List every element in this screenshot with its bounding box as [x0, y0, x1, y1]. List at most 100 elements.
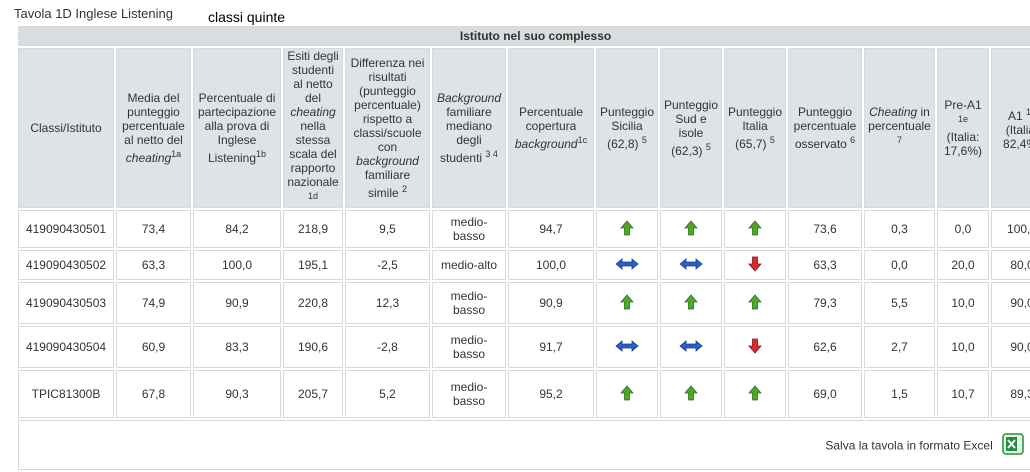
- cell-italia: [724, 370, 786, 418]
- cell-copertura: 100,0: [508, 250, 594, 280]
- arrow-up-icon: [684, 293, 698, 313]
- cell-partecipazione: 90,3: [193, 370, 281, 418]
- arrow-up-icon: [620, 384, 634, 404]
- cell-differenza: 5,2: [345, 370, 430, 418]
- column-header-9: Punteggio Italia (65,7) 5: [724, 48, 786, 208]
- cell-italia: [724, 210, 786, 248]
- column-header-5: Background familiare mediano degli stude…: [432, 48, 506, 208]
- table-row: 419090430501 73,4 84,2 218,9 9,5 medio-basso 9…: [18, 210, 1030, 248]
- cell-osservato: 79,3: [788, 282, 862, 324]
- cell-background: medio-alto: [432, 250, 506, 280]
- cell-italia: [724, 250, 786, 280]
- cell-differenza: 12,3: [345, 282, 430, 324]
- column-header-12: Pre-A1 1e (Italia: 17,6%): [937, 48, 989, 208]
- cell-background: medio-basso: [432, 282, 506, 324]
- cell-osservato: 63,3: [788, 250, 862, 280]
- column-header-4: Differenza nei risultati (punteggio perc…: [345, 48, 430, 208]
- cell-sud: [660, 250, 722, 280]
- excel-icon[interactable]: [1002, 432, 1024, 458]
- cell-sud: [660, 282, 722, 324]
- cell-cheating: 0,0: [864, 250, 935, 280]
- cell-a1: 89,3: [991, 370, 1030, 418]
- column-header-6: Percentuale copertura background1c: [508, 48, 594, 208]
- column-header-8: Punteggio Sud e isole (62,3) 5: [660, 48, 722, 208]
- cell-esiti: 195,1: [283, 250, 343, 280]
- arrow-up-icon: [748, 219, 762, 239]
- cell-sicilia: [596, 250, 658, 280]
- cell-media: 74,9: [116, 282, 191, 324]
- page-title: Tavola 1D Inglese Listening: [14, 6, 173, 21]
- cell-sicilia: [596, 282, 658, 324]
- arrow-up-icon: [684, 384, 698, 404]
- cell-differenza: -2,8: [345, 326, 430, 368]
- cell-partecipazione: 84,2: [193, 210, 281, 248]
- table-row: 419090430502 63,3 100,0 195,1 -2,5 medio-alto…: [18, 250, 1030, 280]
- cell-esiti: 218,9: [283, 210, 343, 248]
- cell-sicilia: [596, 210, 658, 248]
- arrow-equal-icon: [615, 339, 639, 355]
- cell-italia: [724, 282, 786, 324]
- cell-media: 67,8: [116, 370, 191, 418]
- arrow-equal-icon: [615, 257, 639, 273]
- table-row: 419090430504 60,9 83,3 190,6 -2,8 medio-basso…: [18, 326, 1030, 368]
- cell-a1: 90,0: [991, 282, 1030, 324]
- cell-cheating: 2,7: [864, 326, 935, 368]
- cell-media: 73,4: [116, 210, 191, 248]
- arrow-equal-icon: [679, 339, 703, 355]
- cell-osservato: 69,0: [788, 370, 862, 418]
- cell-esiti: 205,7: [283, 370, 343, 418]
- cell-copertura: 94,7: [508, 210, 594, 248]
- cell-sud: [660, 326, 722, 368]
- cell-media: 63,3: [116, 250, 191, 280]
- cell-cheating: 0,3: [864, 210, 935, 248]
- cell-media: 60,9: [116, 326, 191, 368]
- cell-sud: [660, 210, 722, 248]
- column-header-11: Cheating in percentuale 7: [864, 48, 935, 208]
- cell-partecipazione: 100,0: [193, 250, 281, 280]
- cell-a1: 90,0: [991, 326, 1030, 368]
- arrow-up-icon: [684, 219, 698, 239]
- cell-pre_a1: 20,0: [937, 250, 989, 280]
- cell-sud: [660, 370, 722, 418]
- cell-esiti: 190,6: [283, 326, 343, 368]
- cell-a1: 80,0: [991, 250, 1030, 280]
- table-footer: Salva la tavola in formato Excel: [18, 420, 1030, 470]
- cell-partecipazione: 83,3: [193, 326, 281, 368]
- cell-pre_a1: 10,0: [937, 282, 989, 324]
- arrow-down-icon: [748, 256, 762, 275]
- cell-sicilia: [596, 326, 658, 368]
- cell-osservato: 62,6: [788, 326, 862, 368]
- cell-copertura: 90,9: [508, 282, 594, 324]
- cell-cheating: 5,5: [864, 282, 935, 324]
- cell-differenza: -2,5: [345, 250, 430, 280]
- column-header-13: A1 1e (Italia: 82,4%): [991, 48, 1030, 208]
- cell-id: 419090430504: [18, 326, 114, 368]
- column-header-2: Percentuale di partecipazione alla prova…: [193, 48, 281, 208]
- arrow-up-icon: [620, 219, 634, 239]
- cell-partecipazione: 90,9: [193, 282, 281, 324]
- cell-background: medio-basso: [432, 326, 506, 368]
- cell-pre_a1: 0,0: [937, 210, 989, 248]
- cell-id: 419090430502: [18, 250, 114, 280]
- table-row: 419090430503 74,9 90,9 220,8 12,3 medio-basso…: [18, 282, 1030, 324]
- cell-copertura: 91,7: [508, 326, 594, 368]
- column-header-3: Esiti degli studenti al netto del cheati…: [283, 48, 343, 208]
- cell-cheating: 1,5: [864, 370, 935, 418]
- arrow-up-icon: [748, 384, 762, 404]
- cell-esiti: 220,8: [283, 282, 343, 324]
- cell-pre_a1: 10,0: [937, 326, 989, 368]
- cell-background: medio-basso: [432, 210, 506, 248]
- cell-id: 419090430503: [18, 282, 114, 324]
- cell-a1: 100,0: [991, 210, 1030, 248]
- save-excel-link[interactable]: Salva la tavola in formato Excel: [825, 438, 993, 452]
- column-header-7: Punteggio Sicilia (62,8) 5: [596, 48, 658, 208]
- column-header-0: Classi/Istituto: [18, 48, 114, 208]
- results-table: Istituto nel suo complesso Classi/Istitu…: [16, 24, 1030, 472]
- cell-background: medio-basso: [432, 370, 506, 418]
- cell-id: 419090430501: [18, 210, 114, 248]
- table-row: TPIC81300B 67,8 90,3 205,7 5,2 medio-basso 95,…: [18, 370, 1030, 418]
- page-subtitle: classi quinte: [208, 9, 286, 25]
- column-header-1: Media del punteggio percentuale al netto…: [116, 48, 191, 208]
- cell-osservato: 73,6: [788, 210, 862, 248]
- cell-differenza: 9,5: [345, 210, 430, 248]
